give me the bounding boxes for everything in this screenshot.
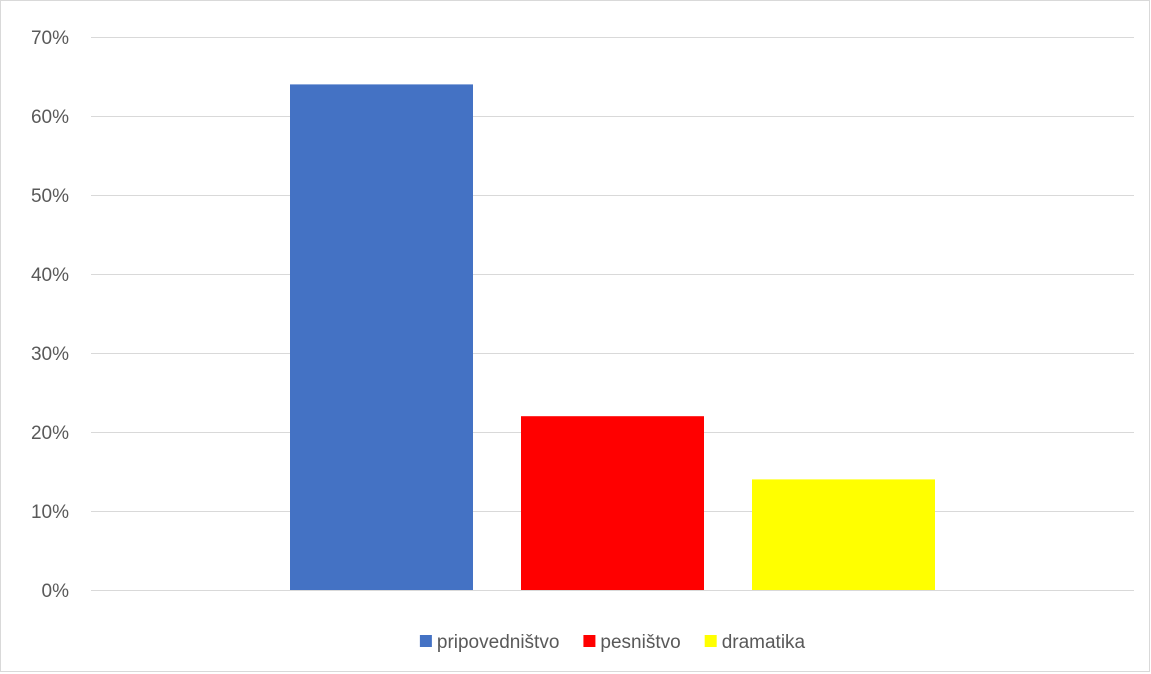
legend-swatch-pripovedništvo <box>419 635 432 647</box>
y-tick-label: 10% <box>31 502 69 523</box>
y-tick-label: 20% <box>31 423 69 444</box>
y-tick-label: 50% <box>31 186 69 207</box>
bar-dramatika <box>752 479 935 590</box>
legend-swatch-pesništvo <box>583 635 596 647</box>
y-tick-label: 30% <box>31 344 69 365</box>
y-axis-ticks: 0% 10% 20% 30% 40% 50% 60% 70% <box>31 28 69 602</box>
legend-label-dramatika: dramatika <box>722 632 806 653</box>
bars <box>290 84 935 591</box>
y-tick-label: 0% <box>42 581 70 602</box>
y-tick-label: 70% <box>31 28 69 49</box>
bar-pripovedništvo <box>290 84 473 591</box>
legend-label-pesništvo: pesništvo <box>600 632 680 653</box>
y-tick-label: 60% <box>31 107 69 128</box>
y-tick-label: 40% <box>31 265 69 286</box>
legend-label-pripovedništvo: pripovedništvo <box>437 632 560 653</box>
bar-pesništvo <box>521 416 704 590</box>
legend: pripovedništvo pesništvo dramatika <box>419 632 806 653</box>
legend-swatch-dramatika <box>704 635 717 647</box>
